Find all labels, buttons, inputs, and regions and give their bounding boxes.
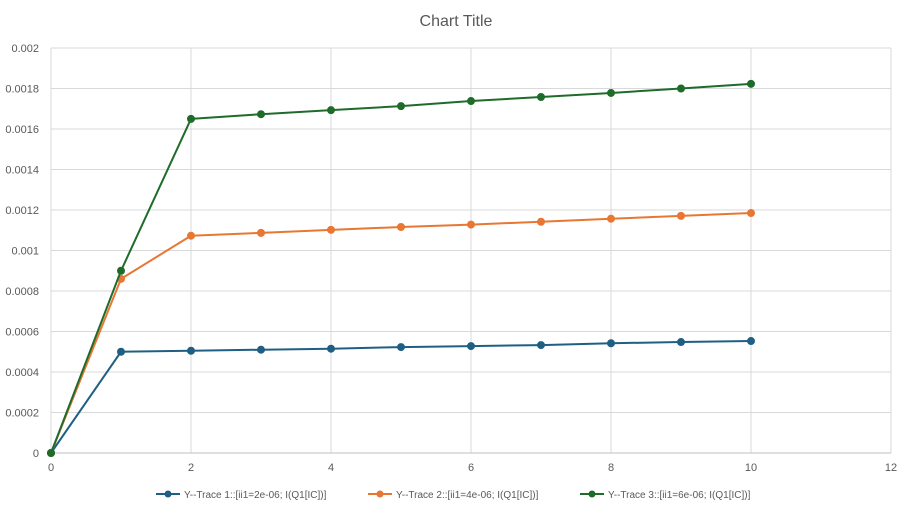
legend-item-2[interactable]: Y--Trace 2::[ii1=4e-06; I(Q1[IC])] — [368, 490, 539, 501]
data-point[interactable] — [747, 337, 755, 346]
x-tick-label: 8 — [608, 462, 614, 474]
data-point[interactable] — [397, 223, 405, 232]
x-tick-label: 0 — [48, 462, 54, 474]
data-point[interactable] — [607, 214, 615, 223]
data-point[interactable] — [607, 339, 615, 348]
y-tick-label: 0.0012 — [5, 205, 39, 217]
legend-label: Y--Trace 1::[ii1=2e-06; I(Q1[IC])] — [184, 490, 327, 501]
data-point[interactable] — [747, 209, 755, 218]
data-point[interactable] — [467, 220, 475, 229]
y-tick-label: 0.0008 — [5, 286, 39, 298]
data-point[interactable] — [47, 449, 55, 457]
data-point[interactable] — [677, 211, 685, 220]
data-point[interactable] — [607, 88, 615, 97]
data-point[interactable] — [117, 266, 125, 275]
legend-label: Y--Trace 3::[ii1=6e-06; I(Q1[IC])] — [608, 490, 751, 501]
series-3[interactable] — [47, 79, 755, 457]
legend-marker-icon — [588, 490, 596, 498]
x-tick-label: 10 — [745, 462, 757, 474]
series-2[interactable] — [47, 209, 755, 457]
y-tick-label: 0.0006 — [5, 327, 39, 339]
x-tick-label: 12 — [885, 462, 897, 474]
data-point[interactable] — [327, 106, 335, 115]
y-tick-label: 0.0014 — [5, 165, 39, 177]
series-1[interactable] — [47, 337, 755, 457]
data-point[interactable] — [327, 225, 335, 234]
data-point[interactable] — [537, 93, 545, 102]
data-point[interactable] — [467, 342, 475, 351]
chart-title: Chart Title — [420, 13, 493, 30]
data-point[interactable] — [397, 343, 405, 352]
data-point[interactable] — [467, 97, 475, 106]
y-tick-label: 0.0018 — [5, 84, 39, 96]
series-group — [47, 79, 755, 457]
data-point[interactable] — [117, 347, 125, 356]
legend-item-1[interactable]: Y--Trace 1::[ii1=2e-06; I(Q1[IC])] — [156, 490, 327, 501]
data-point[interactable] — [747, 79, 755, 88]
data-point[interactable] — [257, 345, 265, 354]
legend-item-3[interactable]: Y--Trace 3::[ii1=6e-06; I(Q1[IC])] — [580, 490, 751, 501]
data-point[interactable] — [257, 110, 265, 119]
y-tick-label: 0 — [33, 448, 39, 460]
grid-lines — [50, 47, 892, 454]
data-point[interactable] — [677, 338, 685, 347]
data-point[interactable] — [397, 102, 405, 111]
data-point[interactable] — [187, 346, 195, 355]
legend-marker-icon — [376, 490, 384, 498]
x-tick-label: 6 — [468, 462, 474, 474]
series-line[interactable] — [50, 340, 752, 454]
series-line[interactable] — [50, 212, 752, 454]
data-point[interactable] — [257, 228, 265, 237]
data-point[interactable] — [537, 341, 545, 350]
data-point[interactable] — [677, 84, 685, 93]
series-line[interactable] — [50, 82, 752, 454]
x-tick-label: 4 — [328, 462, 334, 474]
x-tick-label: 2 — [188, 462, 194, 474]
data-point[interactable] — [537, 217, 545, 226]
data-point[interactable] — [327, 344, 335, 353]
y-tick-label: 0.0004 — [5, 367, 39, 379]
data-point[interactable] — [187, 231, 195, 240]
y-tick-label: 0.0002 — [5, 408, 39, 420]
legend-label: Y--Trace 2::[ii1=4e-06; I(Q1[IC])] — [396, 490, 539, 501]
legend-marker-icon — [164, 490, 172, 498]
y-tick-label: 0.0016 — [5, 124, 39, 136]
y-tick-label: 0.002 — [11, 43, 39, 55]
axes: 0 0.0002 0.0004 0.0006 0.0008 0.001 0.0012 0.00… — [5, 43, 897, 474]
y-tick-label: 0.001 — [11, 246, 39, 258]
data-point[interactable] — [187, 114, 195, 123]
legend[interactable]: Y--Trace 1::[ii1=2e-06; I(Q1[IC])] Y--Tra… — [156, 490, 751, 501]
